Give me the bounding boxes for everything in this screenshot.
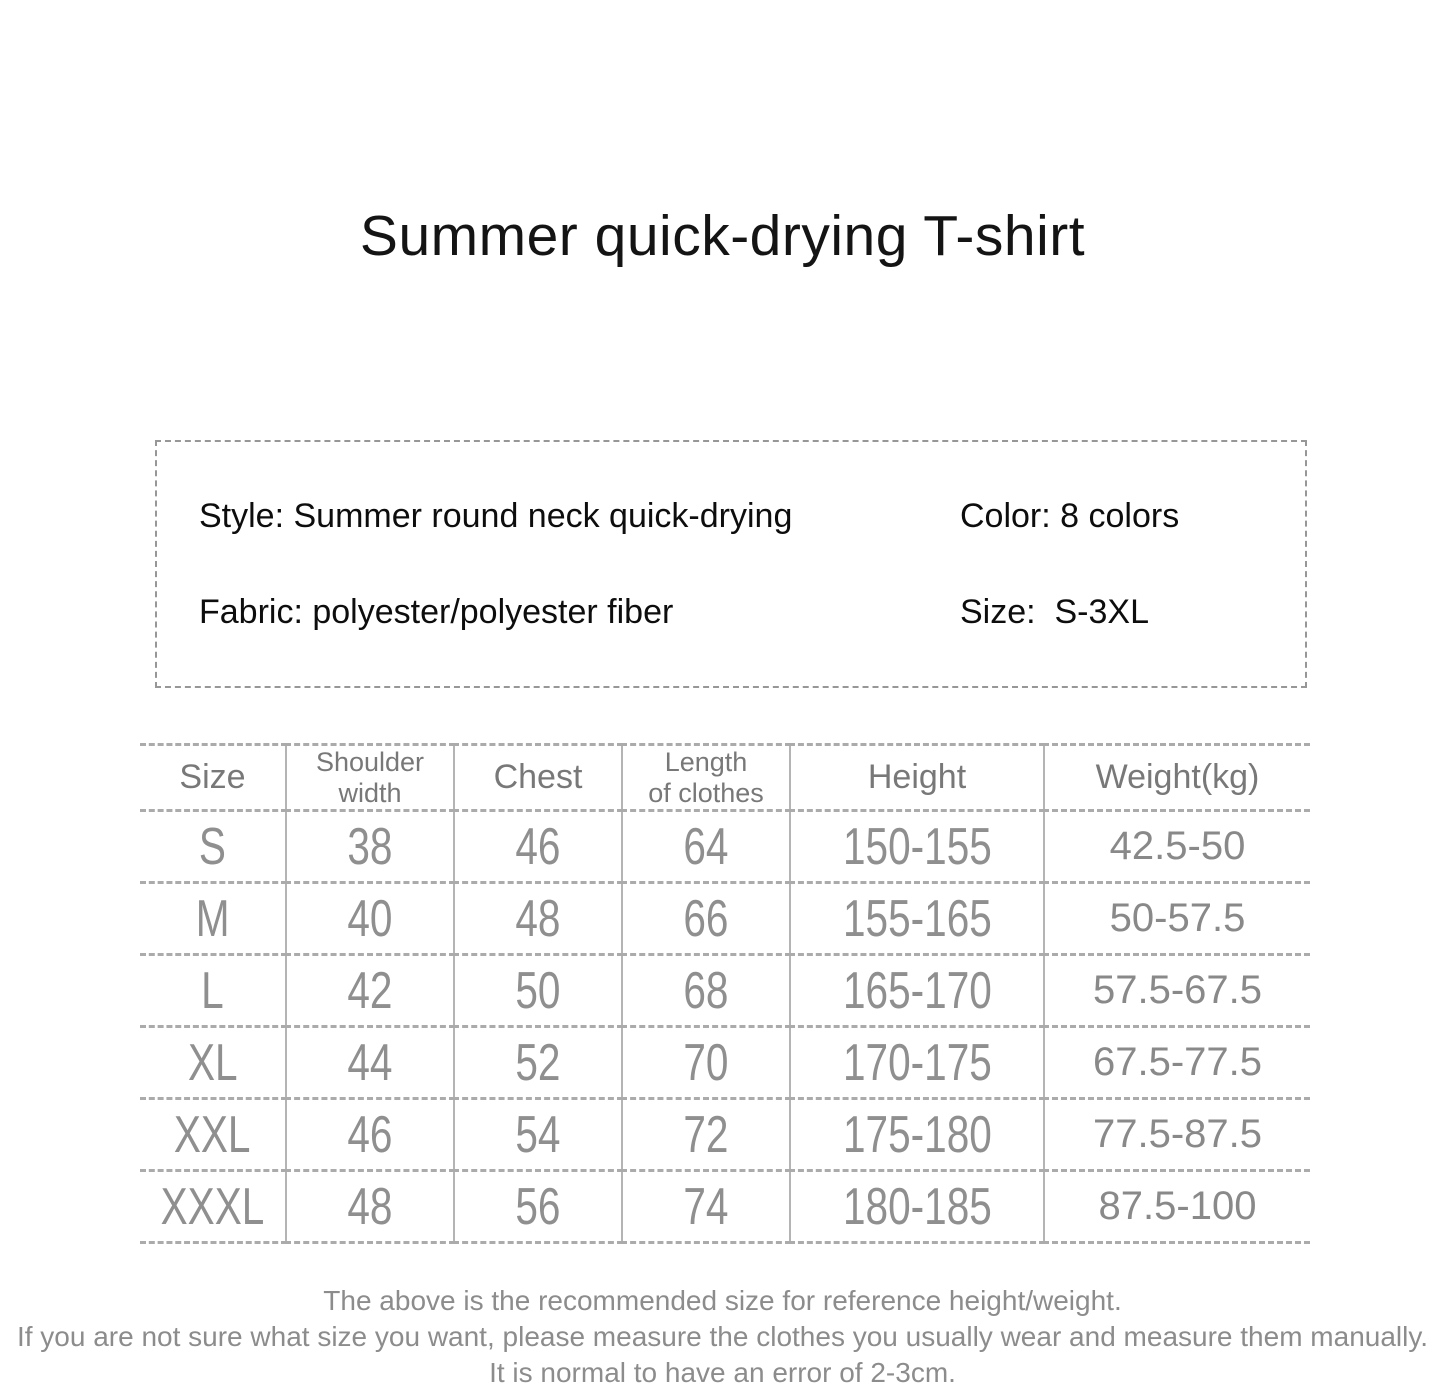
table-cell: XL (140, 1026, 287, 1099)
table-cell: 72 (622, 1098, 791, 1171)
cell-value: 48 (515, 889, 561, 948)
table-cell: 74 (622, 1170, 791, 1243)
footnote-line: It is normal to have an error of 2-3cm. (489, 1357, 956, 1388)
table-cell: 48 (454, 882, 623, 955)
table-cell: 175-180 (790, 1098, 1045, 1171)
table-cell: 77.5-87.5 (1044, 1099, 1310, 1171)
cell-value: 72 (683, 1105, 729, 1164)
cell-value: S (198, 817, 227, 876)
cell-value: 50 (515, 961, 561, 1020)
table-cell: M (140, 882, 287, 955)
cell-value: 42.5-50 (1109, 824, 1246, 868)
table-cell: 40 (286, 882, 455, 955)
cell-value: 87.5-100 (1098, 1184, 1257, 1228)
table-row: XL 44 52 70 170-175 67.5-77.5 (140, 1026, 1310, 1099)
size-spec: Size: S-3XL (960, 592, 1149, 631)
table-cell: 52 (454, 1026, 623, 1099)
footnote-line: The above is the recommended size for re… (323, 1285, 1122, 1316)
table-cell: 56 (454, 1170, 623, 1243)
column-header-length-of-clothes: Length of clothes (622, 744, 791, 811)
cell-value: 74 (683, 1177, 729, 1236)
table-cell: 64 (622, 810, 791, 883)
table-cell: 44 (286, 1026, 455, 1099)
table-row: XXXL 48 56 74 180-185 87.5-100 (140, 1170, 1310, 1243)
cell-value: L (201, 961, 224, 1020)
table-cell: 155-165 (790, 882, 1045, 955)
table-cell: 48 (286, 1170, 455, 1243)
cell-value: 52 (515, 1033, 561, 1092)
column-header-weight: Weight(kg) (1095, 758, 1260, 797)
table-cell: L (140, 954, 287, 1027)
table-cell: 180-185 (790, 1170, 1045, 1243)
cell-value: 70 (683, 1033, 729, 1092)
size-footnote: The above is the recommended size for re… (0, 1283, 1445, 1391)
cell-value: M (195, 889, 230, 948)
table-cell: 66 (622, 882, 791, 955)
header-row: Size Shoulder width Chest Length of clot… (140, 744, 1310, 811)
table-cell: S (140, 810, 287, 883)
table-cell: 150-155 (790, 810, 1045, 883)
table-cell: 68 (622, 954, 791, 1027)
size-table-body: S 38 46 64 150-155 42.5-50 M 40 48 66 155-165 50-57… (140, 810, 1310, 1243)
cell-value: 56 (515, 1177, 561, 1236)
column-header-height: Height (790, 744, 1045, 811)
cell-value: 54 (515, 1105, 561, 1164)
cell-value: 150-155 (842, 817, 992, 876)
table-row: M 40 48 66 155-165 50-57.5 (140, 882, 1310, 955)
table-cell: 42.5-50 (1044, 811, 1310, 883)
cell-value: 40 (347, 889, 393, 948)
cell-value: XL (187, 1033, 238, 1092)
column-header-size: Size (140, 744, 287, 811)
cell-value: 42 (347, 961, 393, 1020)
cell-value: 67.5-77.5 (1092, 1040, 1263, 1084)
cell-value: 50-57.5 (1109, 896, 1246, 940)
table-row: XXL 46 54 72 175-180 77.5-87.5 (140, 1098, 1310, 1171)
cell-value: 44 (347, 1033, 393, 1092)
table-cell: 70 (622, 1026, 791, 1099)
cell-value: 46 (347, 1105, 393, 1164)
cell-value: 57.5-67.5 (1092, 968, 1263, 1012)
cell-value: 175-180 (842, 1105, 992, 1164)
table-row: L 42 50 68 165-170 57.5-67.5 (140, 954, 1310, 1027)
table-cell: 67.5-77.5 (1044, 1027, 1310, 1099)
table-cell: 54 (454, 1098, 623, 1171)
cell-value: 68 (683, 961, 729, 1020)
cell-value: 38 (347, 817, 393, 876)
table-cell: 165-170 (790, 954, 1045, 1027)
table-cell: 38 (286, 810, 455, 883)
cell-value: 48 (347, 1177, 393, 1236)
footnote-line: If you are not sure what size you want, … (16, 1321, 1429, 1352)
cell-value: XXL (174, 1105, 251, 1164)
table-cell: 50-57.5 (1044, 883, 1310, 955)
color-spec: Color: 8 colors (960, 496, 1180, 535)
cell-value: 180-185 (842, 1177, 992, 1236)
fabric-spec: Fabric: polyester/polyester fiber (199, 592, 674, 631)
cell-value: 155-165 (842, 889, 992, 948)
table-cell: 42 (286, 954, 455, 1027)
cell-value: 165-170 (842, 961, 992, 1020)
table-cell: XXXL (140, 1170, 287, 1243)
cell-value: 46 (515, 817, 561, 876)
product-info-box: Style: Summer round neck quick-drying Co… (155, 440, 1307, 688)
column-header-shoulder-width: Shoulder width (286, 744, 455, 811)
size-table-header: Size Shoulder width Chest Length of clot… (140, 744, 1310, 811)
cell-value: 170-175 (842, 1033, 992, 1092)
table-cell: XXL (140, 1098, 287, 1171)
table-cell: 57.5-67.5 (1044, 955, 1310, 1027)
size-table: Size Shoulder width Chest Length of clot… (140, 743, 1310, 1244)
table-cell: 50 (454, 954, 623, 1027)
table-cell: 170-175 (790, 1026, 1045, 1099)
cell-value: 77.5-87.5 (1092, 1112, 1263, 1156)
cell-value: 64 (683, 817, 729, 876)
cell-value: XXXL (160, 1177, 265, 1236)
table-row: S 38 46 64 150-155 42.5-50 (140, 810, 1310, 883)
cell-value: 66 (683, 889, 729, 948)
table-cell: 46 (454, 810, 623, 883)
table-cell: 87.5-100 (1044, 1171, 1310, 1243)
table-cell: 46 (286, 1098, 455, 1171)
column-header-chest: Chest (454, 744, 623, 811)
page-title: Summer quick-drying T-shirt (359, 204, 1086, 268)
style-spec: Style: Summer round neck quick-drying (199, 496, 793, 535)
